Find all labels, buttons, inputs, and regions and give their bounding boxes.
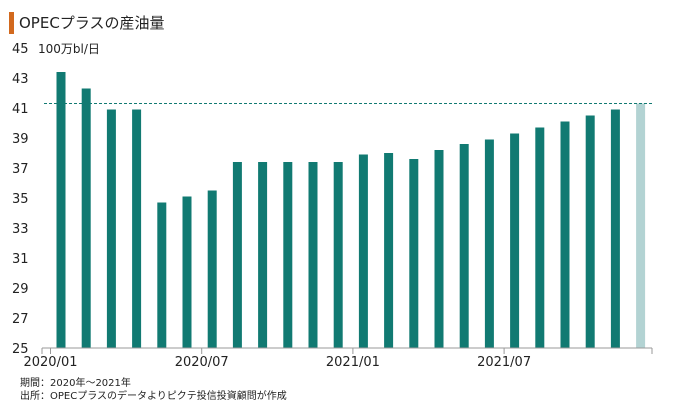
- bar: [81, 88, 91, 348]
- x-tick-label: 2021/07: [477, 355, 531, 370]
- y-tick-label: 29: [12, 282, 29, 297]
- x-tick-label: 2020/01: [23, 355, 77, 370]
- bar: [610, 109, 620, 348]
- y-tick-label: 35: [12, 192, 29, 207]
- bar: [258, 162, 268, 348]
- bar: [409, 159, 419, 348]
- y-tick-label: 37: [12, 162, 29, 177]
- bar: [459, 144, 469, 348]
- y-axis: 45 43 41 39 37 35 33 31 29 27 25: [12, 42, 29, 357]
- y-tick-label: 41: [12, 102, 29, 117]
- bar: [484, 139, 494, 348]
- source-note: 出所：OPECプラスのデータよりピクテ投信投資顧問が作成: [20, 391, 287, 402]
- bar: [106, 109, 116, 348]
- x-tick-label: 2021/01: [326, 355, 380, 370]
- y-tick-label: 31: [12, 252, 29, 267]
- title-accent-bar: [9, 12, 14, 34]
- x-axis: 2020/01 2020/07 2021/01 2021/07: [23, 347, 653, 370]
- bar: [585, 115, 595, 348]
- y-tick-label: 27: [12, 312, 29, 327]
- bar: [132, 109, 142, 348]
- y-tick-label: 25: [12, 342, 29, 357]
- x-tick-label: 2020/07: [175, 355, 229, 370]
- chart-title: OPECプラスの産油量: [19, 14, 165, 32]
- y-tick-label: 43: [12, 72, 29, 87]
- bar: [56, 72, 66, 348]
- period-note: 期間：2020年～2021年: [20, 378, 131, 389]
- y-tick-label: 39: [12, 132, 29, 147]
- y-tick-label: 33: [12, 222, 29, 237]
- bar: [157, 202, 167, 348]
- bar: [333, 162, 343, 348]
- bar: [232, 162, 242, 348]
- y-tick-label: 45: [12, 42, 29, 57]
- bar: [384, 153, 394, 348]
- notes: 期間：2020年～2021年 出所：OPECプラスのデータよりピクテ投信投資顧問…: [20, 377, 287, 403]
- bar: [207, 190, 217, 348]
- bar: [283, 162, 293, 348]
- bar: [358, 154, 368, 348]
- y-unit-label: 100万bl/日: [38, 42, 100, 56]
- bar: [636, 103, 646, 348]
- bar: [535, 127, 545, 348]
- bar: [434, 150, 444, 348]
- bar: [182, 196, 192, 348]
- bar: [560, 121, 570, 348]
- bars: [56, 72, 646, 348]
- bar: [510, 133, 520, 348]
- bar: [308, 162, 318, 348]
